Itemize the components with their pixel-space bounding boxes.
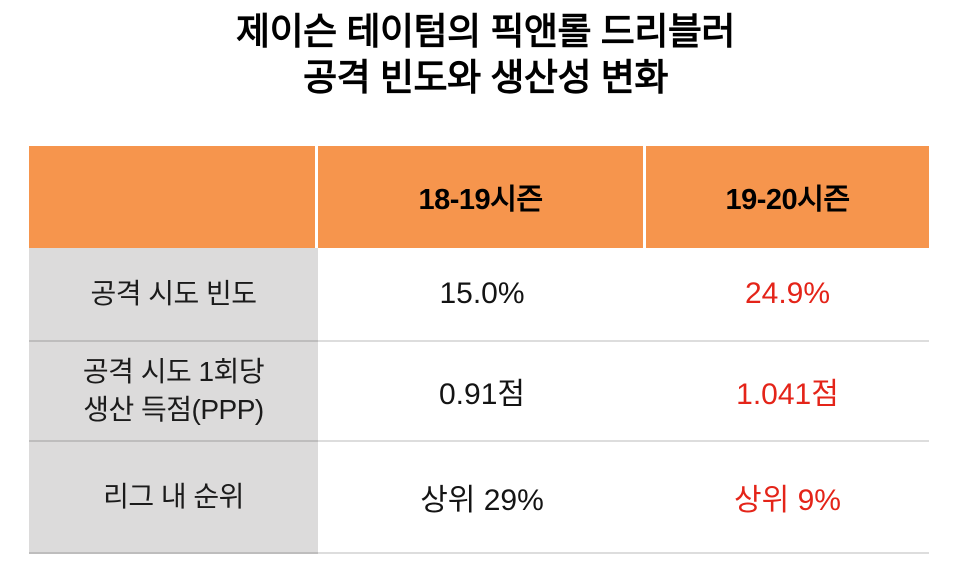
header-season-19-20: 19-20시즌 (646, 146, 929, 248)
value-ppp-1819: 0.91점 (318, 340, 646, 440)
value-attack-frequency-1920: 24.9% (646, 248, 929, 340)
value-league-rank-1819: 상위 29% (318, 440, 646, 554)
value-attack-frequency-1819: 15.0% (318, 248, 646, 340)
value-ppp-1920: 1.041점 (646, 340, 929, 440)
row-label-league-rank: 리그 내 순위 (29, 440, 318, 554)
stats-table: 18-19시즌 19-20시즌 공격 시도 빈도 15.0% 24.9% 공격 … (29, 146, 929, 554)
header-season-18-19: 18-19시즌 (318, 146, 646, 248)
row-label-ppp: 공격 시도 1회당 생산 득점(PPP) (29, 340, 318, 440)
page-title: 제이슨 테이텀의 픽앤롤 드리블러 공격 빈도와 생산성 변화 (0, 9, 971, 101)
row-label-attack-frequency: 공격 시도 빈도 (29, 248, 318, 340)
page-title-line2: 공격 빈도와 생산성 변화 (303, 57, 668, 98)
page-title-line1: 제이슨 테이텀의 픽앤롤 드리블러 (236, 11, 735, 52)
value-league-rank-1920: 상위 9% (646, 440, 929, 554)
header-corner-cell (29, 146, 318, 248)
